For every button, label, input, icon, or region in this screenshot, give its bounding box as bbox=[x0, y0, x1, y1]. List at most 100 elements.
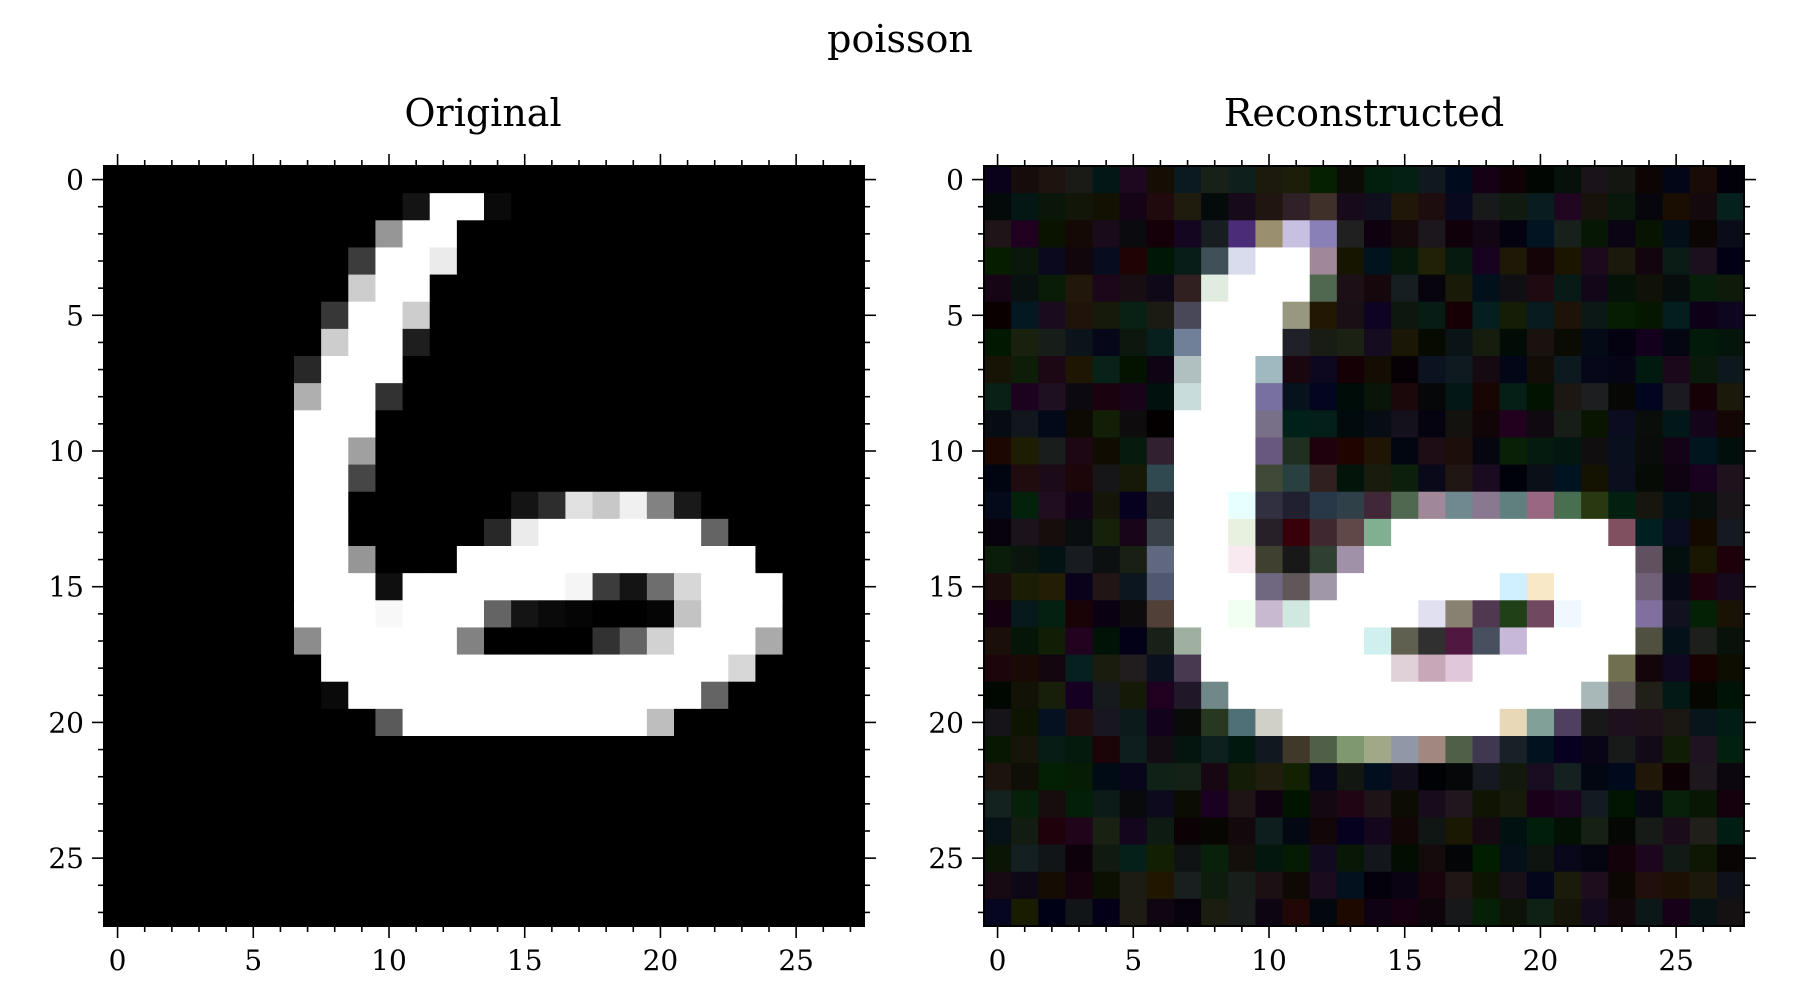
pixel-cell bbox=[809, 844, 838, 873]
pixel-cell bbox=[1119, 247, 1148, 276]
pixel-cell bbox=[1445, 410, 1474, 439]
pixel-cell bbox=[836, 491, 865, 520]
pixel-cell bbox=[1635, 247, 1664, 276]
pixel-cell bbox=[375, 220, 404, 249]
pixel-cell bbox=[646, 328, 675, 357]
pixel-cell bbox=[1119, 627, 1148, 656]
pixel-cell bbox=[1011, 763, 1039, 791]
pixel-cell bbox=[484, 274, 512, 303]
pixel-cell bbox=[266, 464, 295, 493]
pixel-cell bbox=[674, 410, 702, 439]
pixel-cell bbox=[1689, 356, 1718, 384]
pixel-cell bbox=[1391, 518, 1419, 547]
pixel-cell bbox=[212, 844, 241, 873]
pixel-cell bbox=[239, 274, 268, 303]
pixel-cell bbox=[701, 708, 729, 737]
pixel-cell bbox=[1011, 437, 1039, 466]
pixel-cell bbox=[592, 464, 621, 493]
pixel-cell bbox=[185, 193, 214, 221]
pixel-cell bbox=[701, 898, 729, 927]
pixel-cell bbox=[1336, 898, 1365, 927]
pixel-cell bbox=[782, 166, 811, 194]
pixel-cell bbox=[239, 573, 268, 601]
pixel-cell bbox=[1038, 301, 1067, 330]
pixel-cell bbox=[1309, 193, 1338, 221]
pixel-cell bbox=[1445, 383, 1474, 411]
pixel-cell bbox=[701, 681, 729, 710]
pixel-cell bbox=[1635, 871, 1664, 900]
pixel-cell bbox=[1255, 301, 1284, 330]
pixel-cell bbox=[1554, 844, 1582, 873]
pixel-cell bbox=[1581, 301, 1609, 330]
pixel-cell bbox=[294, 383, 322, 411]
pixel-cell bbox=[1418, 301, 1447, 330]
pixel-cell bbox=[646, 193, 675, 221]
pixel-cell bbox=[809, 573, 838, 601]
pixel-cell bbox=[674, 518, 702, 547]
pixel-cell bbox=[1228, 220, 1257, 249]
pixel-cell bbox=[1554, 301, 1582, 330]
pixel-cell bbox=[1445, 627, 1474, 656]
pixel-cell bbox=[782, 437, 811, 466]
pixel-cell bbox=[836, 790, 865, 819]
pixel-cell bbox=[429, 274, 458, 303]
pixel-cell bbox=[321, 871, 349, 900]
pixel-cell bbox=[348, 220, 377, 249]
pixel-cell bbox=[1038, 681, 1067, 710]
pixel-cell bbox=[375, 328, 404, 357]
pixel-cell bbox=[1364, 681, 1392, 710]
y-tick-label: 15 bbox=[928, 571, 964, 604]
pixel-cell bbox=[104, 383, 132, 411]
pixel-cell bbox=[1554, 600, 1582, 629]
pixel-cell bbox=[375, 546, 404, 574]
pixel-cell bbox=[1174, 844, 1202, 873]
pixel-cell bbox=[1526, 654, 1555, 683]
pixel-cell bbox=[1499, 708, 1528, 737]
pixel-cell bbox=[1174, 220, 1202, 249]
pixel-cell bbox=[619, 193, 648, 221]
pixel-cell bbox=[266, 654, 295, 683]
pixel-cell bbox=[1635, 301, 1664, 330]
pixel-cell bbox=[1554, 464, 1582, 493]
pixel-cell bbox=[1472, 301, 1501, 330]
pixel-cell bbox=[131, 763, 159, 791]
pixel-cell bbox=[321, 356, 349, 384]
pixel-cell bbox=[592, 410, 621, 439]
pixel-cell bbox=[511, 546, 539, 574]
pixel-cell bbox=[1309, 817, 1338, 846]
pixel-cell bbox=[1418, 546, 1447, 574]
pixel-cell bbox=[1689, 193, 1718, 221]
pixel-cell bbox=[1011, 383, 1039, 411]
pixel-cell bbox=[1336, 708, 1365, 737]
pixel-cell bbox=[1228, 708, 1257, 737]
pixel-cell bbox=[1146, 491, 1175, 520]
pixel-cell bbox=[1581, 274, 1609, 303]
pixel-cell bbox=[1689, 220, 1718, 249]
pixel-cell bbox=[984, 356, 1012, 384]
pixel-cell bbox=[429, 736, 458, 764]
pixel-cell bbox=[1255, 410, 1284, 439]
pixel-cell bbox=[1255, 573, 1284, 601]
pixel-cell bbox=[1581, 763, 1609, 791]
pixel-cell bbox=[646, 464, 675, 493]
pixel-cell bbox=[1391, 763, 1419, 791]
pixel-cell bbox=[1119, 193, 1148, 221]
pixel-cell bbox=[484, 817, 512, 846]
pixel-cell bbox=[1581, 410, 1609, 439]
pixel-cell bbox=[836, 193, 865, 221]
pixel-cell bbox=[674, 763, 702, 791]
pixel-cell bbox=[1662, 790, 1691, 819]
pixel-cell bbox=[1364, 464, 1392, 493]
pixel-cell bbox=[619, 844, 648, 873]
pixel-cell bbox=[1689, 790, 1718, 819]
pixel-cell bbox=[212, 193, 241, 221]
pixel-cell bbox=[809, 736, 838, 764]
pixel-cell bbox=[429, 681, 458, 710]
pixel-cell bbox=[619, 274, 648, 303]
pixel-cell bbox=[1635, 708, 1664, 737]
pixel-cell bbox=[1581, 220, 1609, 249]
pixel-cell bbox=[212, 464, 241, 493]
pixel-cell bbox=[1146, 274, 1175, 303]
pixel-cell bbox=[321, 410, 349, 439]
pixel-cell bbox=[1716, 736, 1745, 764]
